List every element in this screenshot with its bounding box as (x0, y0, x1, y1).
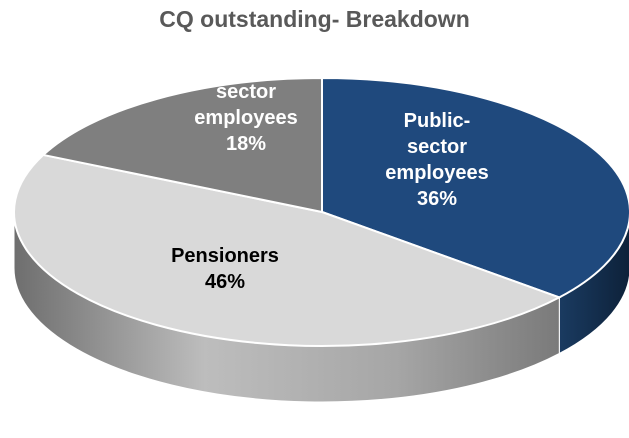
slice-category-label: employees (385, 162, 488, 184)
chart-title: CQ outstanding- Breakdown (159, 6, 470, 32)
slice-category-label: employees (194, 107, 297, 129)
slice-category-label: sector (407, 136, 467, 158)
slice-value-label: 18% (226, 133, 266, 155)
pie-top-faces (13, 76, 629, 347)
slice-label-sector-employees: sector employees 18% (194, 81, 297, 155)
slice-public-sector-employees (321, 76, 629, 299)
slice-category-label: Public- (404, 110, 471, 132)
slice-pensioners (13, 153, 562, 347)
slice-label-pensioners: Pensioners 46% (171, 245, 279, 293)
slice-value-label: 46% (205, 271, 245, 293)
slice-sector-employees (41, 76, 323, 214)
slice-category-label: Pensioners (171, 245, 279, 267)
slice-category-label: sector (216, 81, 276, 103)
slice-value-label: 36% (417, 188, 457, 210)
pie-labels: Public-sector employees 36% Pensioners 46% se… (171, 81, 489, 293)
slice-label-public-sector-employees: Public-sector employees 36% (385, 110, 488, 210)
